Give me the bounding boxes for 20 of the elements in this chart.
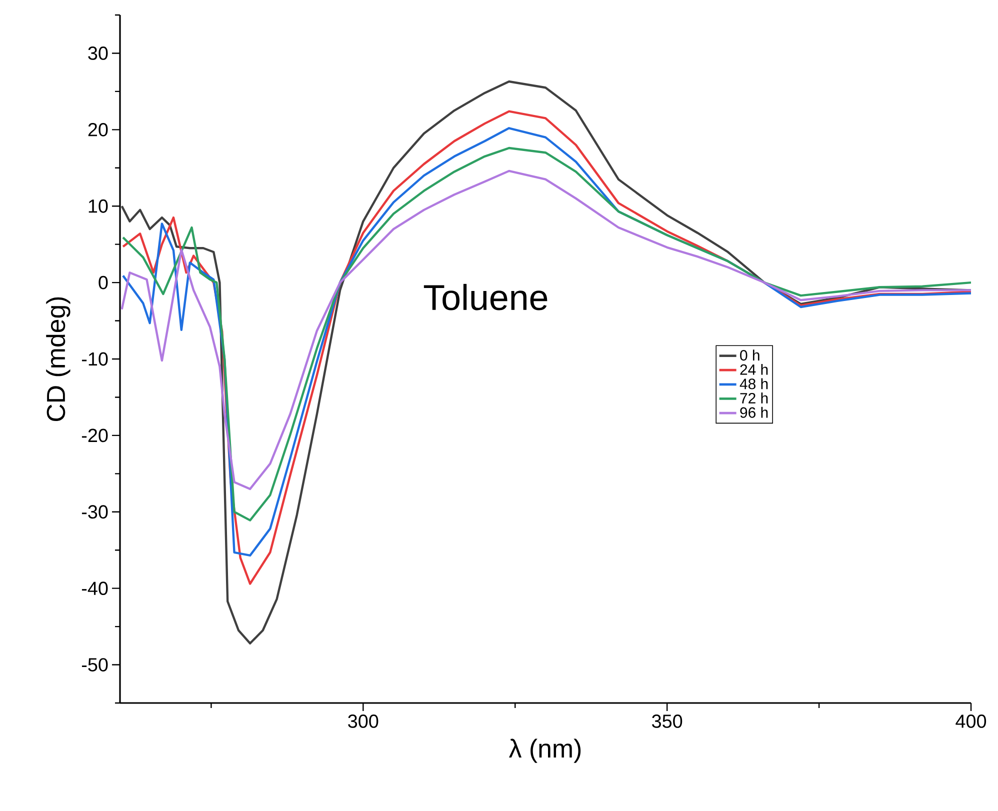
x-axis-title: λ (nm) bbox=[508, 738, 581, 763]
legend-label: 48 h bbox=[740, 378, 768, 390]
y-tick-label: -50 bbox=[82, 658, 108, 672]
x-tick-label: 400 bbox=[956, 714, 986, 728]
y-tick-label: -10 bbox=[82, 352, 108, 366]
legend-label: 0 h bbox=[740, 350, 760, 361]
legend-label: 96 h bbox=[740, 406, 768, 418]
y-tick-label: -40 bbox=[82, 582, 108, 596]
y-tick-label: 0 bbox=[98, 276, 108, 290]
x-tick-label: 300 bbox=[348, 714, 378, 728]
y-tick-label: -20 bbox=[82, 428, 108, 442]
y-tick-label: 20 bbox=[88, 122, 108, 136]
y-tick-label: 30 bbox=[88, 46, 108, 60]
legend-label: 72 h bbox=[740, 392, 768, 404]
y-tick-label: -30 bbox=[82, 505, 108, 519]
y-tick-label: 10 bbox=[88, 199, 108, 213]
legend-label: 24 h bbox=[740, 364, 768, 375]
y-axis-title: CD (mdeg) bbox=[46, 297, 70, 422]
annotation: Toluene bbox=[424, 284, 548, 310]
x-tick-label: 350 bbox=[652, 714, 682, 728]
